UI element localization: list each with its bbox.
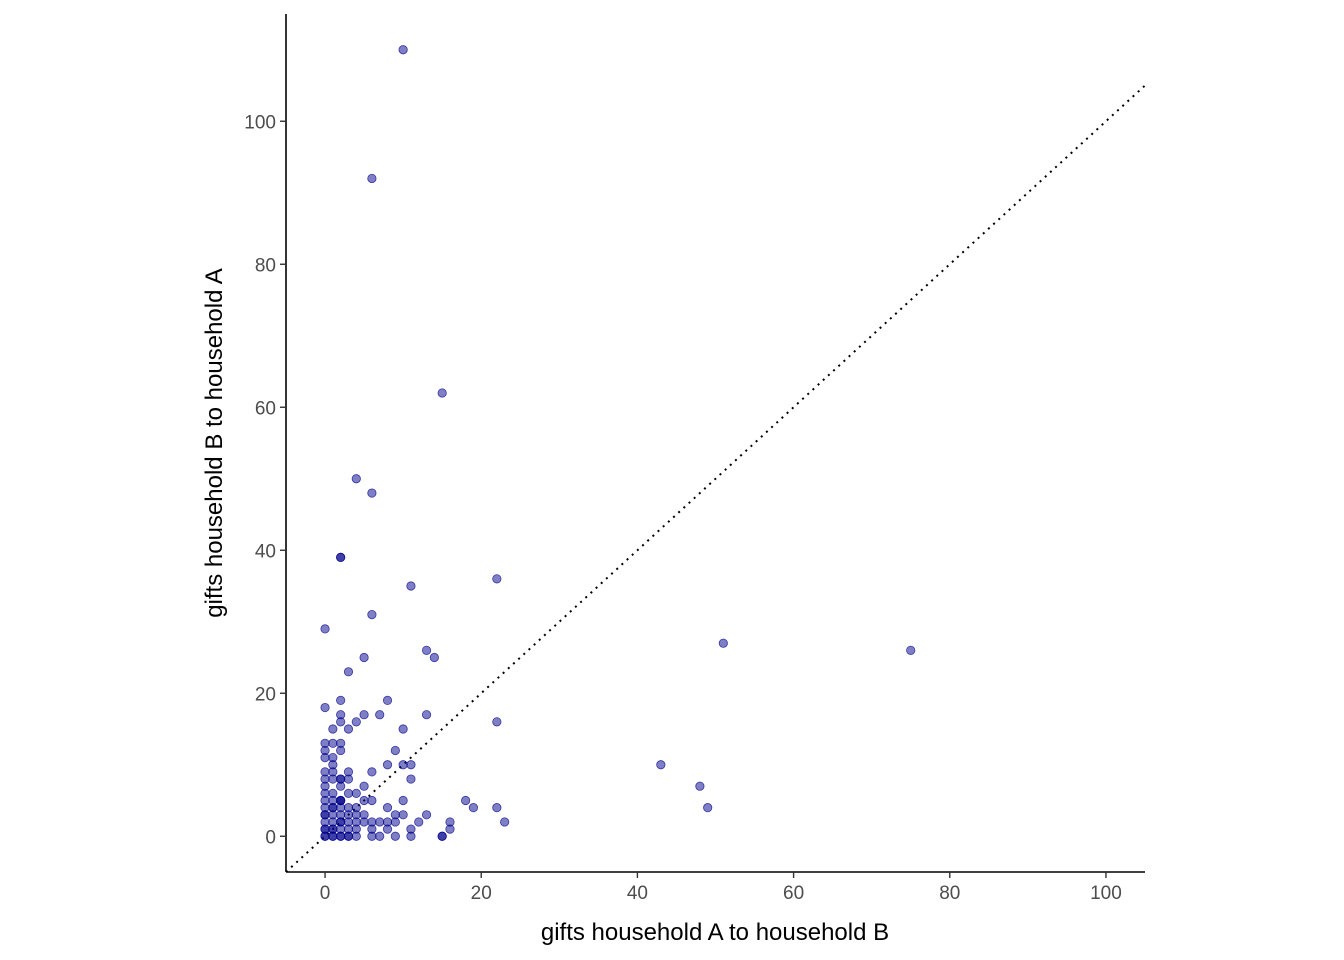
- identity-reference-line: [286, 84, 1145, 872]
- data-point: [320, 824, 330, 834]
- data-point: [421, 710, 432, 720]
- data-point: [492, 803, 502, 813]
- data-point: [336, 817, 346, 827]
- data-point: [367, 831, 377, 841]
- y-ticks: 0 20 40 60 80 100: [244, 112, 286, 848]
- data-point: [703, 803, 713, 813]
- y-tick-label: 60: [255, 398, 276, 419]
- data-point: [343, 724, 354, 734]
- data-point: [336, 781, 346, 791]
- data-point: [359, 795, 369, 806]
- x-tick-label: 0: [320, 883, 331, 904]
- data-point: [656, 760, 666, 770]
- data-point: [398, 724, 408, 734]
- data-point: [718, 638, 728, 648]
- data-point: [359, 781, 369, 791]
- data-point: [421, 645, 432, 655]
- data-point: [328, 724, 338, 734]
- data-point: [328, 738, 338, 748]
- data-point: [398, 45, 408, 55]
- data-point: [406, 774, 416, 784]
- data-point: [359, 652, 369, 663]
- x-tick-label: 20: [471, 883, 492, 904]
- data-point: [367, 488, 377, 498]
- data-point: [500, 817, 510, 827]
- data-point: [336, 695, 346, 706]
- data-point: [390, 831, 400, 841]
- data-point: [351, 831, 361, 841]
- points-layer: [320, 45, 916, 841]
- data-point: [343, 831, 354, 841]
- data-point: [906, 645, 916, 655]
- data-point: [414, 817, 424, 827]
- y-tick-label: 20: [255, 684, 276, 705]
- x-tick-label: 40: [627, 883, 648, 904]
- data-point: [390, 817, 400, 827]
- data-point: [336, 831, 346, 841]
- data-point: [343, 774, 354, 784]
- data-point: [445, 824, 455, 834]
- reference-line-layer: [286, 84, 1145, 872]
- data-point: [406, 831, 416, 841]
- data-point: [382, 824, 393, 834]
- data-point: [336, 552, 346, 563]
- data-point: [320, 702, 330, 713]
- data-point: [437, 831, 447, 841]
- data-point: [328, 824, 338, 834]
- data-point: [367, 767, 377, 777]
- data-point: [375, 817, 385, 827]
- data-point: [351, 717, 361, 727]
- data-point: [492, 717, 502, 727]
- y-axis-title: gifts household B to household A: [201, 268, 228, 618]
- data-point: [343, 667, 354, 677]
- data-point: [695, 781, 705, 791]
- data-point: [492, 574, 502, 584]
- data-point: [375, 710, 385, 720]
- data-point: [437, 388, 447, 398]
- x-tick-label: 60: [783, 883, 804, 904]
- x-tick-label: 80: [939, 883, 960, 904]
- data-point: [382, 760, 393, 770]
- y-tick-label: 80: [255, 255, 276, 276]
- data-point: [320, 752, 330, 763]
- y-tick-label: 0: [265, 827, 276, 848]
- data-point: [461, 795, 471, 806]
- data-point: [367, 609, 377, 620]
- data-point: [343, 788, 354, 798]
- data-point: [359, 710, 369, 720]
- data-point: [468, 803, 479, 813]
- data-point: [421, 810, 432, 820]
- y-tick-label: 40: [255, 541, 276, 562]
- data-point: [359, 817, 369, 827]
- data-point: [328, 803, 338, 813]
- y-tick-label: 100: [244, 112, 276, 133]
- data-point: [382, 695, 393, 706]
- x-ticks: 0 20 40 60 80 100: [320, 872, 1122, 904]
- data-point: [320, 810, 330, 820]
- data-point: [351, 474, 361, 484]
- data-point: [406, 581, 416, 591]
- data-point: [336, 717, 346, 727]
- data-point: [328, 774, 338, 784]
- data-point: [429, 652, 439, 663]
- data-point: [382, 803, 393, 813]
- x-tick-label: 100: [1090, 883, 1122, 904]
- data-point: [320, 624, 330, 634]
- data-point: [390, 745, 400, 756]
- data-point: [398, 760, 408, 770]
- data-point: [398, 795, 408, 806]
- x-axis-title: gifts household A to household B: [541, 919, 889, 946]
- data-point: [367, 173, 377, 184]
- data-point: [336, 795, 346, 806]
- data-point: [351, 788, 361, 798]
- data-point: [367, 795, 377, 806]
- data-point: [375, 831, 385, 841]
- data-point: [398, 810, 408, 820]
- data-point: [336, 745, 346, 756]
- data-point: [406, 760, 416, 770]
